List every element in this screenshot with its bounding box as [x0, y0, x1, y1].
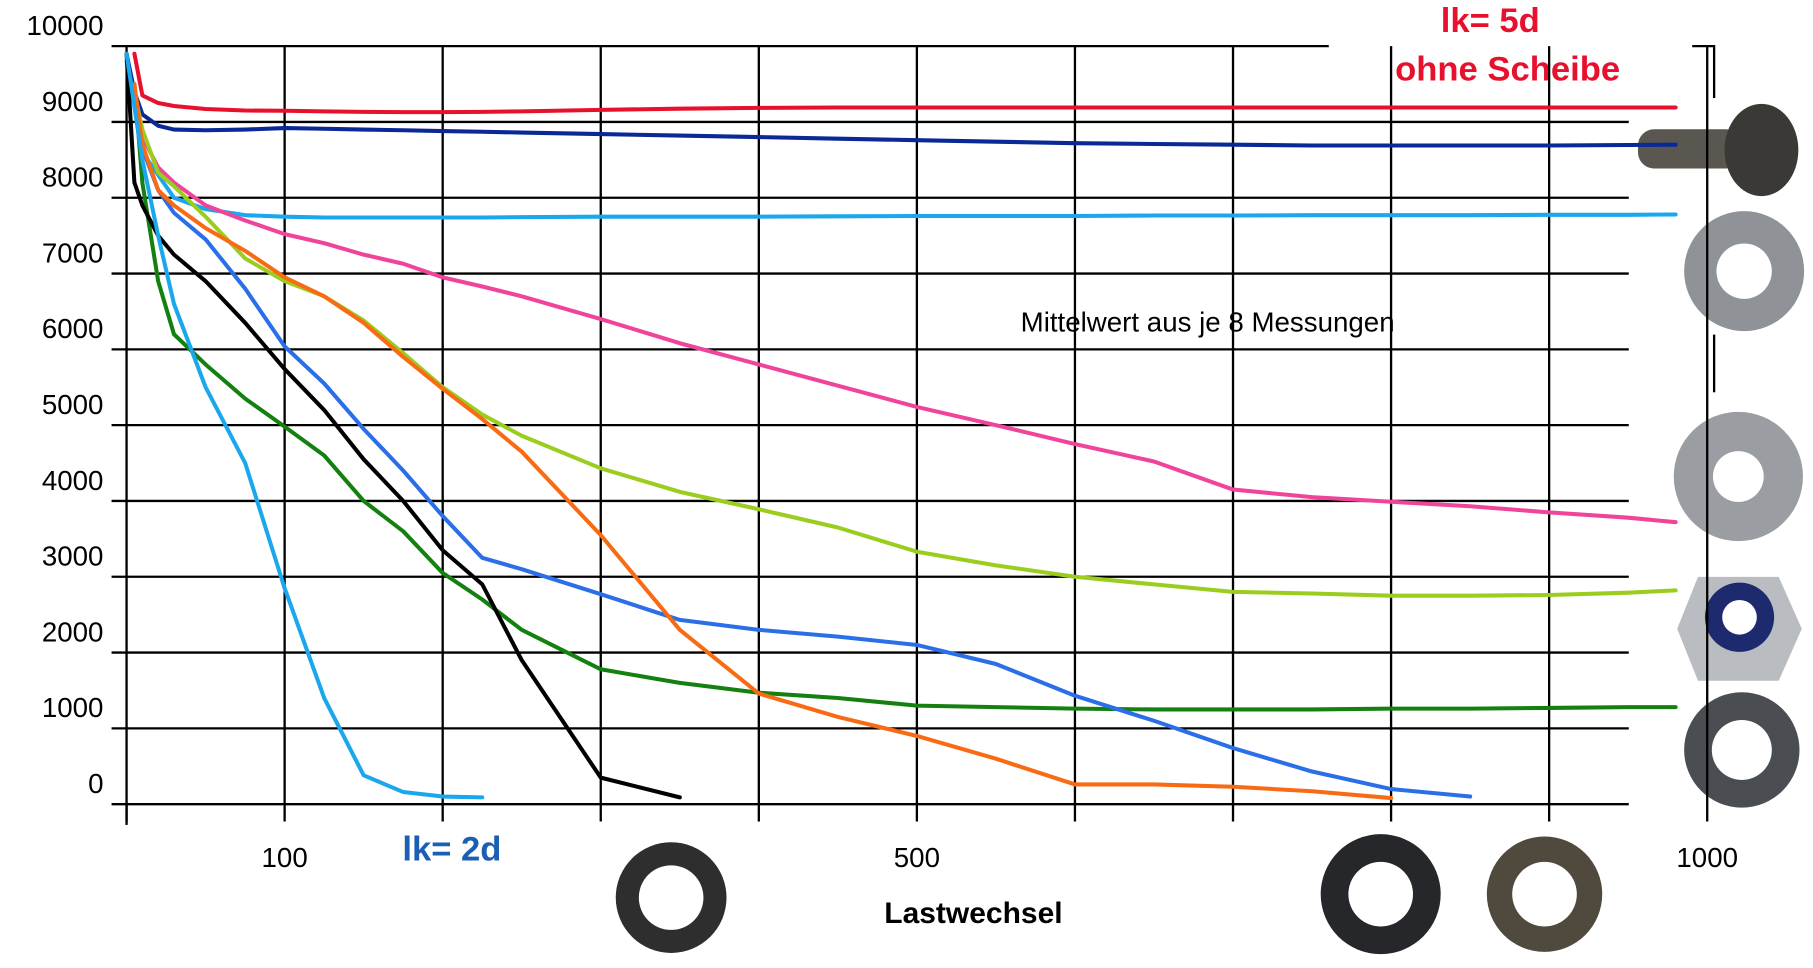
line: [132, 82, 1678, 712]
line: [132, 104, 1473, 799]
y-tick-label: 3000: [42, 541, 104, 572]
annotation: lk= 5d: [1441, 2, 1540, 40]
photo-nut: [1677, 576, 1802, 681]
line: [124, 51, 1678, 148]
photo-washer: [1684, 211, 1805, 332]
y-tick-label: 0: [88, 768, 103, 799]
line: [124, 51, 485, 800]
y-tick-label: 6000: [42, 313, 104, 344]
x-tick-label: 500: [894, 842, 940, 873]
y-tick-label: 4000: [42, 465, 104, 496]
x-tick-label: 100: [262, 842, 308, 873]
line: [132, 51, 1678, 115]
photo-washer: [1684, 692, 1800, 808]
photo-washer: [1673, 411, 1803, 542]
annotation: ohne Scheibe: [1395, 51, 1620, 89]
photo-split-washer: [1320, 834, 1441, 955]
y-tick-label: 8000: [42, 162, 104, 193]
line: [124, 51, 682, 800]
annotation: Mittelwert aus je 8 Messungen: [1021, 307, 1395, 338]
photo-star-washer: [615, 842, 727, 954]
annotation: lk= 2d: [402, 831, 501, 869]
x-tick-label: 1000: [1676, 842, 1738, 873]
photo-bolt: [1628, 98, 1808, 202]
y-tick-label: 9000: [42, 86, 104, 117]
y-tick-label: 10000: [26, 10, 103, 41]
y-tick-label: 1000: [42, 692, 104, 723]
y-tick-label: 5000: [42, 389, 104, 420]
x-axis-label: Lastwechsel: [884, 897, 1062, 930]
decoration: [615, 44, 1808, 955]
photo-plain-washer: [1486, 836, 1603, 952]
line: [132, 89, 1678, 598]
bracket: [1692, 44, 1716, 104]
y-tick-label: 2000: [42, 616, 104, 647]
line: [132, 82, 1394, 801]
line: [140, 135, 1678, 525]
y-tick-label: 7000: [42, 237, 104, 268]
